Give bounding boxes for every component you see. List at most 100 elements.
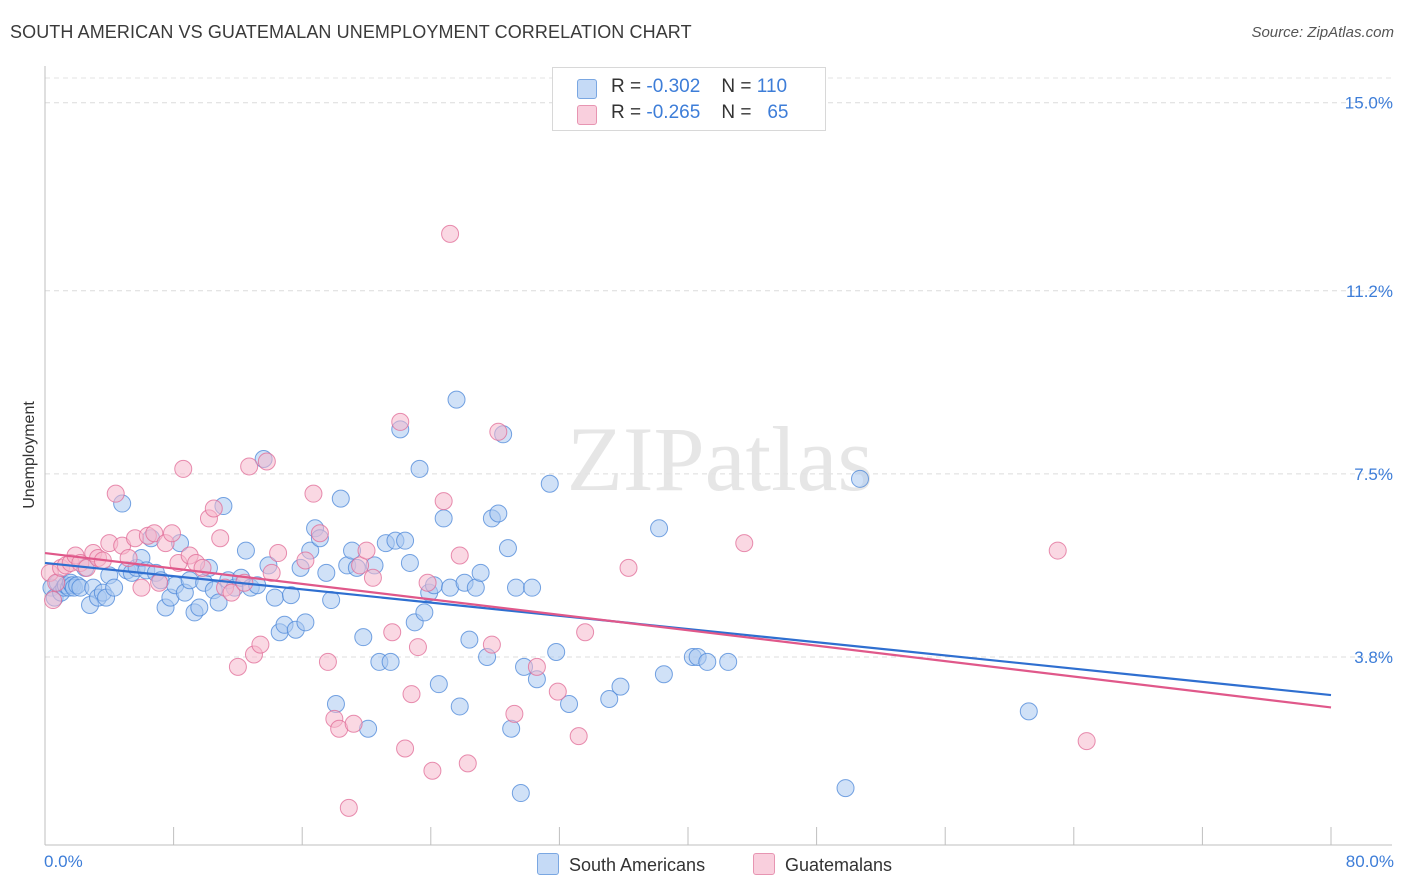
- legend-n-value: 65: [767, 102, 789, 123]
- point-south-american: [719, 652, 738, 671]
- legend-n-label: N =: [721, 102, 752, 123]
- point-guatemalan: [44, 591, 63, 610]
- point-guatemalan: [396, 739, 415, 758]
- point-south-american: [560, 694, 579, 713]
- point-guatemalan: [228, 657, 247, 676]
- point-south-american: [523, 578, 542, 597]
- point-guatemalan: [310, 524, 329, 543]
- point-south-american: [489, 504, 508, 523]
- point-guatemalan: [193, 558, 212, 577]
- point-guatemalan: [211, 529, 230, 548]
- point-guatemalan: [423, 761, 442, 780]
- point-south-american: [354, 628, 373, 647]
- point-guatemalan: [351, 556, 370, 575]
- point-south-american: [1019, 702, 1038, 721]
- point-south-american: [698, 652, 717, 671]
- point-south-american: [236, 541, 255, 560]
- point-south-american: [600, 690, 619, 709]
- y-tick-label: 11.2%: [1346, 282, 1393, 301]
- legend-r-value: -0.265: [646, 102, 701, 123]
- axes: [44, 66, 1392, 846]
- point-guatemalan: [106, 484, 125, 503]
- point-south-american: [415, 603, 434, 622]
- point-south-american: [400, 553, 419, 572]
- point-south-american: [322, 591, 341, 610]
- point-guatemalan: [391, 412, 410, 431]
- point-south-american: [498, 539, 517, 558]
- point-south-american: [317, 563, 336, 582]
- point-guatemalan: [344, 714, 363, 733]
- point-guatemalan: [296, 551, 315, 570]
- point-guatemalan: [1077, 732, 1096, 751]
- point-guatemalan: [240, 457, 259, 476]
- bottom-legend-label: South Americans: [569, 855, 706, 875]
- point-south-american: [460, 630, 479, 649]
- point-south-american: [506, 578, 525, 597]
- y-tick-label: 15.0%: [1345, 94, 1393, 113]
- legend-swatch-south-americans: [577, 79, 597, 99]
- point-guatemalan: [527, 657, 546, 676]
- point-guatemalan: [450, 546, 469, 565]
- point-guatemalan: [441, 224, 460, 243]
- point-south-american: [381, 652, 400, 671]
- point-south-american: [540, 474, 559, 493]
- point-south-american: [105, 578, 124, 597]
- point-south-american: [331, 489, 350, 508]
- point-guatemalan: [318, 652, 337, 671]
- y-tick-labels: 3.8% 7.5% 11.2% 15.0%: [1345, 94, 1393, 667]
- point-guatemalan: [304, 484, 323, 503]
- gridlines: [45, 77, 1392, 658]
- point-guatemalan: [162, 524, 181, 543]
- point-guatemalan: [418, 573, 437, 592]
- point-south-american: [190, 598, 209, 617]
- trend-lines: [44, 551, 1332, 709]
- bottom-legend-label: Guatemalans: [785, 855, 893, 875]
- trend-line-guatemalans: [44, 551, 1332, 709]
- x-tick-label-min: 0.0%: [44, 852, 83, 871]
- point-guatemalan: [269, 544, 288, 563]
- point-south-american: [447, 390, 466, 409]
- point-guatemalan: [482, 635, 501, 654]
- point-south-american: [209, 593, 228, 612]
- point-guatemalan: [363, 568, 382, 587]
- series-guatemalans: [40, 224, 1096, 817]
- point-guatemalan: [1048, 541, 1067, 560]
- point-guatemalan: [548, 682, 567, 701]
- trend-line-south-americans: [44, 561, 1332, 697]
- legend-n-label: N =: [721, 76, 752, 97]
- point-guatemalan: [458, 754, 477, 773]
- legend-n-value: 110: [756, 76, 788, 97]
- legend-r-label: R =: [611, 76, 642, 97]
- point-guatemalan: [339, 798, 358, 817]
- point-south-american: [471, 563, 490, 582]
- point-south-american: [396, 531, 415, 550]
- point-guatemalan: [222, 583, 241, 602]
- chart-title: SOUTH AMERICAN VS GUATEMALAN UNEMPLOYMEN…: [10, 22, 692, 42]
- point-south-american: [281, 586, 300, 605]
- point-guatemalan: [569, 727, 588, 746]
- point-south-american: [429, 675, 448, 694]
- point-guatemalan: [505, 704, 524, 723]
- point-guatemalan: [735, 534, 754, 553]
- point-south-american: [410, 459, 429, 478]
- point-south-american: [654, 665, 673, 684]
- point-guatemalan: [408, 638, 427, 657]
- point-guatemalan: [619, 558, 638, 577]
- legend-swatch-guatemalans: [577, 105, 597, 125]
- point-south-american: [836, 779, 855, 798]
- point-guatemalan: [204, 499, 223, 518]
- point-south-american: [434, 509, 453, 528]
- series-south-americans: [42, 390, 1038, 803]
- point-guatemalan: [150, 573, 169, 592]
- correlation-legend: R = -0.302 N = 110 R = -0.265 N = 65: [552, 67, 826, 131]
- bottom-legend-swatch-south-americans: [537, 853, 559, 875]
- point-south-american: [851, 469, 870, 488]
- point-south-american: [265, 588, 284, 607]
- point-guatemalan: [434, 492, 453, 511]
- bottom-legend-swatch-guatemalans: [753, 853, 775, 875]
- point-guatemalan: [251, 635, 270, 654]
- bottom-legend-south-americans: South Americans: [537, 853, 705, 876]
- source-label: Source: ZipAtlas.com: [1251, 24, 1394, 41]
- point-south-american: [450, 697, 469, 716]
